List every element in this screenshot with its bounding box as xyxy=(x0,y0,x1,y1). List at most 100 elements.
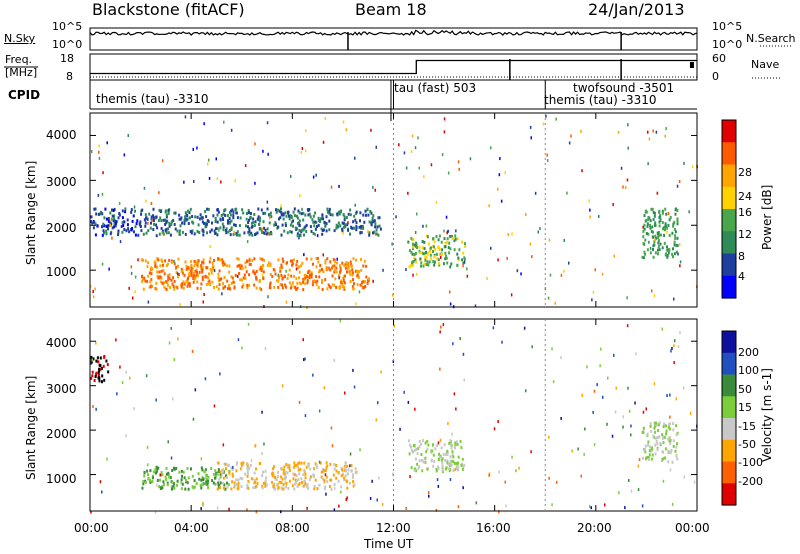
velocity-cell xyxy=(204,468,207,472)
velocity-cell xyxy=(314,462,317,466)
power-cell xyxy=(194,269,197,273)
velocity-cell xyxy=(248,466,251,470)
velocity-cell xyxy=(151,476,154,480)
velocity-scatter-cell xyxy=(634,401,636,405)
power-scatter-cell xyxy=(246,240,249,244)
power-cell xyxy=(161,260,164,263)
power-scatter-cell xyxy=(203,293,205,296)
power-cell xyxy=(676,208,679,212)
velocity-cell xyxy=(202,477,205,481)
power-cell xyxy=(146,265,149,269)
power-cell xyxy=(228,270,231,274)
velocity-scatter-cell xyxy=(439,438,442,442)
velocity-scatter-cell xyxy=(531,345,533,349)
velocity-cell xyxy=(343,464,346,468)
power-cell xyxy=(161,229,164,233)
power-cell xyxy=(669,215,672,219)
power-cell xyxy=(458,248,461,252)
power-cell xyxy=(160,219,163,223)
power-cell xyxy=(463,257,466,261)
power-scatter-cell xyxy=(374,188,376,192)
power-cell xyxy=(225,264,228,268)
velocity-colorbar-swatch xyxy=(722,331,736,354)
power-cell xyxy=(217,276,220,280)
power-cell xyxy=(172,285,175,288)
power-cell xyxy=(240,278,243,282)
power-cell xyxy=(440,240,443,244)
velocity-scatter-cell xyxy=(200,457,203,461)
power-cell xyxy=(154,287,157,291)
power-cell xyxy=(282,213,285,217)
power-cell xyxy=(309,215,312,219)
velocity-cell xyxy=(641,456,644,460)
velocity-cell xyxy=(253,478,256,482)
power-cell xyxy=(435,235,438,238)
velocity-scatter-cell xyxy=(662,479,665,483)
power-cell xyxy=(283,283,286,287)
date-label: 24/Jan/2013 xyxy=(588,0,685,19)
velocity-scatter-cell xyxy=(504,480,506,484)
velocity-scatter-cell xyxy=(345,498,347,502)
power-cell xyxy=(672,255,674,259)
power-cell xyxy=(304,276,307,280)
power-cell xyxy=(281,277,284,281)
velocity-cell xyxy=(247,486,250,490)
power-cell xyxy=(309,273,311,277)
velocity-cell xyxy=(346,486,349,490)
power-colorbar-swatch xyxy=(722,120,736,143)
power-cell xyxy=(319,220,322,223)
power-cell xyxy=(456,252,459,256)
velocity-scatter-cell xyxy=(414,407,416,411)
power-scatter-cell xyxy=(626,178,629,182)
power-cell xyxy=(239,278,242,282)
power-cell xyxy=(247,230,250,234)
power-scatter-cell xyxy=(314,233,316,236)
velocity-scatter-cell xyxy=(593,389,596,393)
velocity-cell xyxy=(649,445,651,449)
power-cell xyxy=(413,256,416,260)
velocity-cell xyxy=(165,467,168,470)
velocity-cell xyxy=(409,443,411,447)
power-scatter-cell xyxy=(218,228,220,232)
velocity-cell xyxy=(281,477,284,481)
x-tick: 12:00 xyxy=(376,521,411,535)
velocity-scatter-cell xyxy=(92,405,94,408)
velocity-cell xyxy=(407,439,410,443)
power-cell xyxy=(298,276,300,280)
power-cell xyxy=(426,260,429,264)
velocity-cell xyxy=(180,478,183,482)
velocity-cell xyxy=(201,483,204,487)
power-cell xyxy=(103,231,105,235)
power-cell xyxy=(247,221,250,224)
power-cell xyxy=(221,216,224,220)
power-scatter-cell xyxy=(267,295,269,299)
power-cell xyxy=(217,272,220,276)
velocity-cell xyxy=(416,452,419,456)
power-cell xyxy=(258,267,261,271)
power-cell xyxy=(675,250,678,254)
velocity-ytick: 4000 xyxy=(46,336,77,350)
power-cell xyxy=(221,222,224,226)
power-cell xyxy=(290,230,293,234)
velocity-cell xyxy=(646,432,649,436)
power-cell xyxy=(463,256,466,260)
power-cell xyxy=(176,286,179,290)
velocity-cell xyxy=(665,432,668,436)
power-cell xyxy=(308,212,311,216)
velocity-cell xyxy=(216,472,219,476)
velocity-cell xyxy=(306,483,309,487)
power-cell xyxy=(181,271,184,275)
power-cell xyxy=(347,266,350,270)
power-cell xyxy=(242,276,245,280)
power-scatter-cell xyxy=(548,238,551,242)
power-scatter-cell xyxy=(133,205,136,209)
power-cell xyxy=(428,260,431,264)
velocity-cell xyxy=(262,481,265,485)
velocity-scatter-cell xyxy=(409,475,411,479)
power-cell xyxy=(251,259,254,263)
power-cell xyxy=(274,272,277,276)
power-cell xyxy=(174,211,177,215)
velocity-cell xyxy=(187,476,190,480)
power-cell xyxy=(374,225,377,229)
velocity-cell xyxy=(426,467,429,471)
